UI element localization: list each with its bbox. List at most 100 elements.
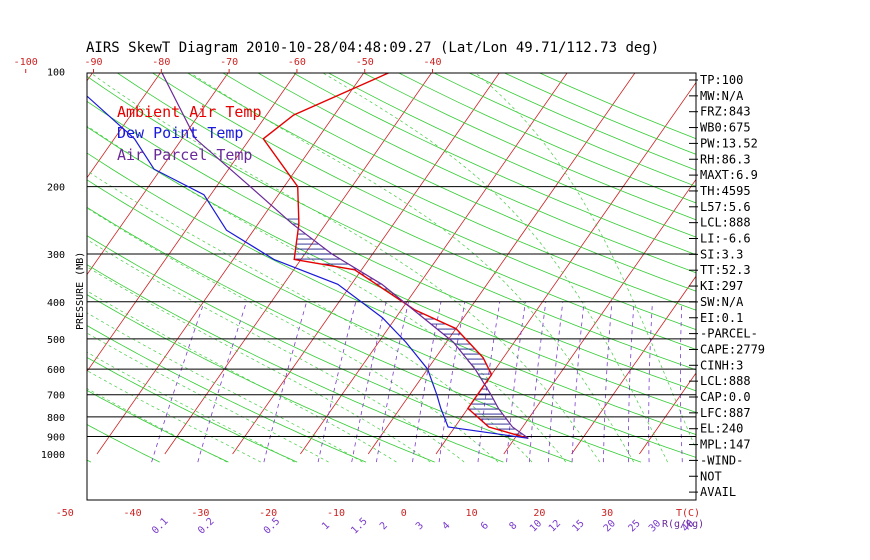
chart-title: AIRS SkewT Diagram 2010-10-28/04:48:09.2… xyxy=(86,40,659,56)
moist-adiabat-line xyxy=(87,312,363,463)
stats-item: FRZ:843 xyxy=(700,105,751,119)
dry-adiabat-line xyxy=(503,73,696,155)
mixing-ratio-line xyxy=(571,301,585,463)
bottom-temp-tick-label: 10 xyxy=(466,508,478,519)
bottom-temp-tick-label: -20 xyxy=(259,508,277,519)
mixing-ratio-tick-label: 3 xyxy=(414,520,426,532)
mixing-ratio-tick-label: 6 xyxy=(479,520,491,532)
stats-item: EL:240 xyxy=(700,422,743,436)
mixing-ratio-line xyxy=(317,301,357,463)
moist-adiabat-line xyxy=(475,73,696,450)
stats-item: MPL:147 xyxy=(700,438,751,452)
top-temp-tick-label: -60 xyxy=(288,57,306,68)
top-temp-tick-label: -100 xyxy=(14,57,38,68)
mixing-ratio-line xyxy=(351,301,387,463)
mixing-ratio-tick-label: 30 xyxy=(647,518,663,534)
legend-item-temp: Ambient Air Temp xyxy=(117,103,262,121)
stats-item: NOT xyxy=(700,469,722,483)
top-temp-tick-label: -50 xyxy=(356,57,374,68)
mixing-ratio-line xyxy=(376,301,409,463)
dry-adiabat-line xyxy=(257,73,696,274)
dry-adiabat-line xyxy=(186,73,696,311)
legend-item-dewpoint: Dew Point Temp xyxy=(117,124,243,142)
moist-adiabat-line xyxy=(87,290,397,463)
mixing-ratio-line xyxy=(506,301,526,463)
stats-item: KI:297 xyxy=(700,279,743,293)
dry-adiabat-line xyxy=(87,294,435,463)
pressure-tick-label: 1000 xyxy=(41,450,65,461)
pressure-tick-label: 100 xyxy=(47,68,65,79)
stats-item: LFC:887 xyxy=(700,406,751,420)
top-temp-tick-label: -40 xyxy=(423,57,441,68)
axes: 1002003004005006007008009001000-120-110-… xyxy=(14,57,697,537)
pressure-tick-label: 300 xyxy=(47,250,65,261)
stats-item: TH:4595 xyxy=(700,184,751,198)
dry-adiabat-line xyxy=(87,325,367,463)
mixing-ratio-line xyxy=(603,301,613,463)
moist-adiabat-line xyxy=(189,73,635,463)
isotherm-line xyxy=(300,73,568,455)
mixing-ratio-tick-label: 12 xyxy=(547,518,563,534)
bottom-temp-tick-label: 30 xyxy=(601,508,613,519)
stats-item: TP:100 xyxy=(700,73,743,87)
dry-adiabat-line xyxy=(87,75,696,371)
moist-adiabat-line xyxy=(87,370,261,463)
bottom-temp-tick-label: 0 xyxy=(401,508,407,519)
dry-adiabat-line xyxy=(151,73,696,330)
stats-item: PW:13.52 xyxy=(700,136,758,150)
dry-adiabat-line xyxy=(87,424,160,463)
moist-adiabat-line xyxy=(87,207,499,463)
isotherm-line xyxy=(843,72,870,454)
mixing-ratio-tick-label: 1 xyxy=(320,520,332,532)
pressure-tick-label: 600 xyxy=(47,365,65,376)
mixing-ratio-line xyxy=(438,301,466,463)
isotherm-line xyxy=(775,72,870,454)
stats-item: CAPE:2779 xyxy=(700,342,765,356)
bottom-temp-tick-label: -40 xyxy=(124,508,142,519)
pressure-tick-label: 900 xyxy=(47,432,65,443)
dry-adiabat-line xyxy=(327,73,696,238)
stats-item: L57:5.6 xyxy=(700,200,751,214)
stats-item: SI:3.3 xyxy=(700,247,743,261)
moist-adiabat-line xyxy=(90,73,601,463)
dry-adiabat-line xyxy=(87,126,696,413)
dry-adiabat-line xyxy=(87,100,696,392)
mixing-ratio-tick-label: 10 xyxy=(528,518,544,534)
stats-item: MW:N/A xyxy=(700,89,744,103)
pressure-tick-label: 500 xyxy=(47,335,65,346)
stats-item: SW:N/A xyxy=(700,295,744,309)
bottom-temp-tick-label: 20 xyxy=(533,508,545,519)
dry-adiabat-line xyxy=(292,73,696,256)
mixing-ratio-tick-label: 2 xyxy=(378,520,390,532)
mixing-ratio-line xyxy=(263,301,307,463)
dry-adiabat-line xyxy=(222,73,696,292)
dry-adiabat-line xyxy=(433,73,696,187)
mixing-ratio-line xyxy=(680,301,683,463)
stats-item: TT:52.3 xyxy=(700,263,751,277)
mixing-ratio-tick-label: 0.2 xyxy=(196,516,217,537)
moist-adiabat-line xyxy=(87,351,295,463)
parcel-profile-line xyxy=(161,73,529,439)
stats-item: -PARCEL- xyxy=(700,327,758,341)
bottom-temp-tick-label: -50 xyxy=(56,508,74,519)
mixing-ratio-line xyxy=(151,301,205,463)
stats-item: RH:86.3 xyxy=(700,152,751,166)
profiles xyxy=(87,73,529,439)
temperature-unit: T(C) xyxy=(676,508,700,519)
mixing-ratio-tick-label: 0.1 xyxy=(150,516,171,537)
stats-item: CAP:0.0 xyxy=(700,390,751,404)
moist-adiabat-line xyxy=(322,73,668,463)
mixing-ratio-tick-label: 15 xyxy=(570,518,586,534)
mixing-ratio-line xyxy=(529,301,547,463)
pressure-tick-label: 700 xyxy=(47,391,65,402)
isotherm-line xyxy=(87,73,297,373)
mixing-ratio-line xyxy=(197,301,247,463)
dewpoint-profile-line xyxy=(87,95,529,439)
pressure-tick-label: 200 xyxy=(47,183,65,194)
isotherm-line xyxy=(232,73,500,455)
mixing-ratio-line xyxy=(628,301,635,463)
isotherm-line xyxy=(571,275,696,455)
pressure-tick-label: 800 xyxy=(47,413,65,424)
y-axis-label: PRESSURE (MB) xyxy=(75,252,86,330)
